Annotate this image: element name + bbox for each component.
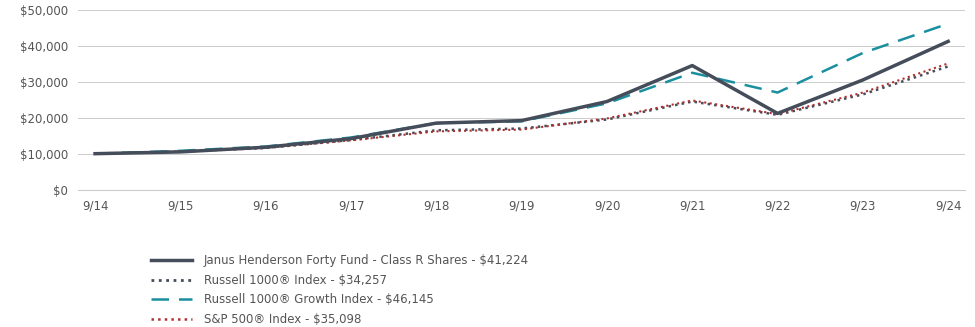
Legend: Janus Henderson Forty Fund - Class R Shares - $41,224, Russell 1000® Index - $34: Janus Henderson Forty Fund - Class R Sha… bbox=[146, 250, 533, 327]
